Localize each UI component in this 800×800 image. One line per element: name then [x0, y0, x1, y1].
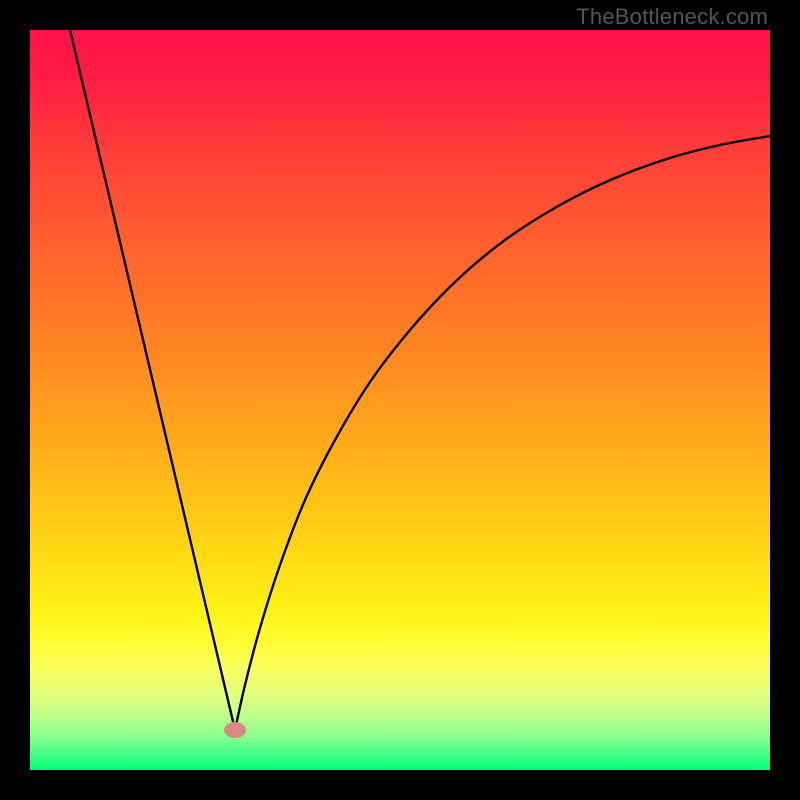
plot-svg — [0, 0, 800, 800]
plot-background — [30, 30, 770, 770]
chart-frame: TheBottleneck.com — [0, 0, 800, 800]
watermark-text: TheBottleneck.com — [576, 4, 768, 30]
optimal-point-marker — [224, 722, 246, 738]
